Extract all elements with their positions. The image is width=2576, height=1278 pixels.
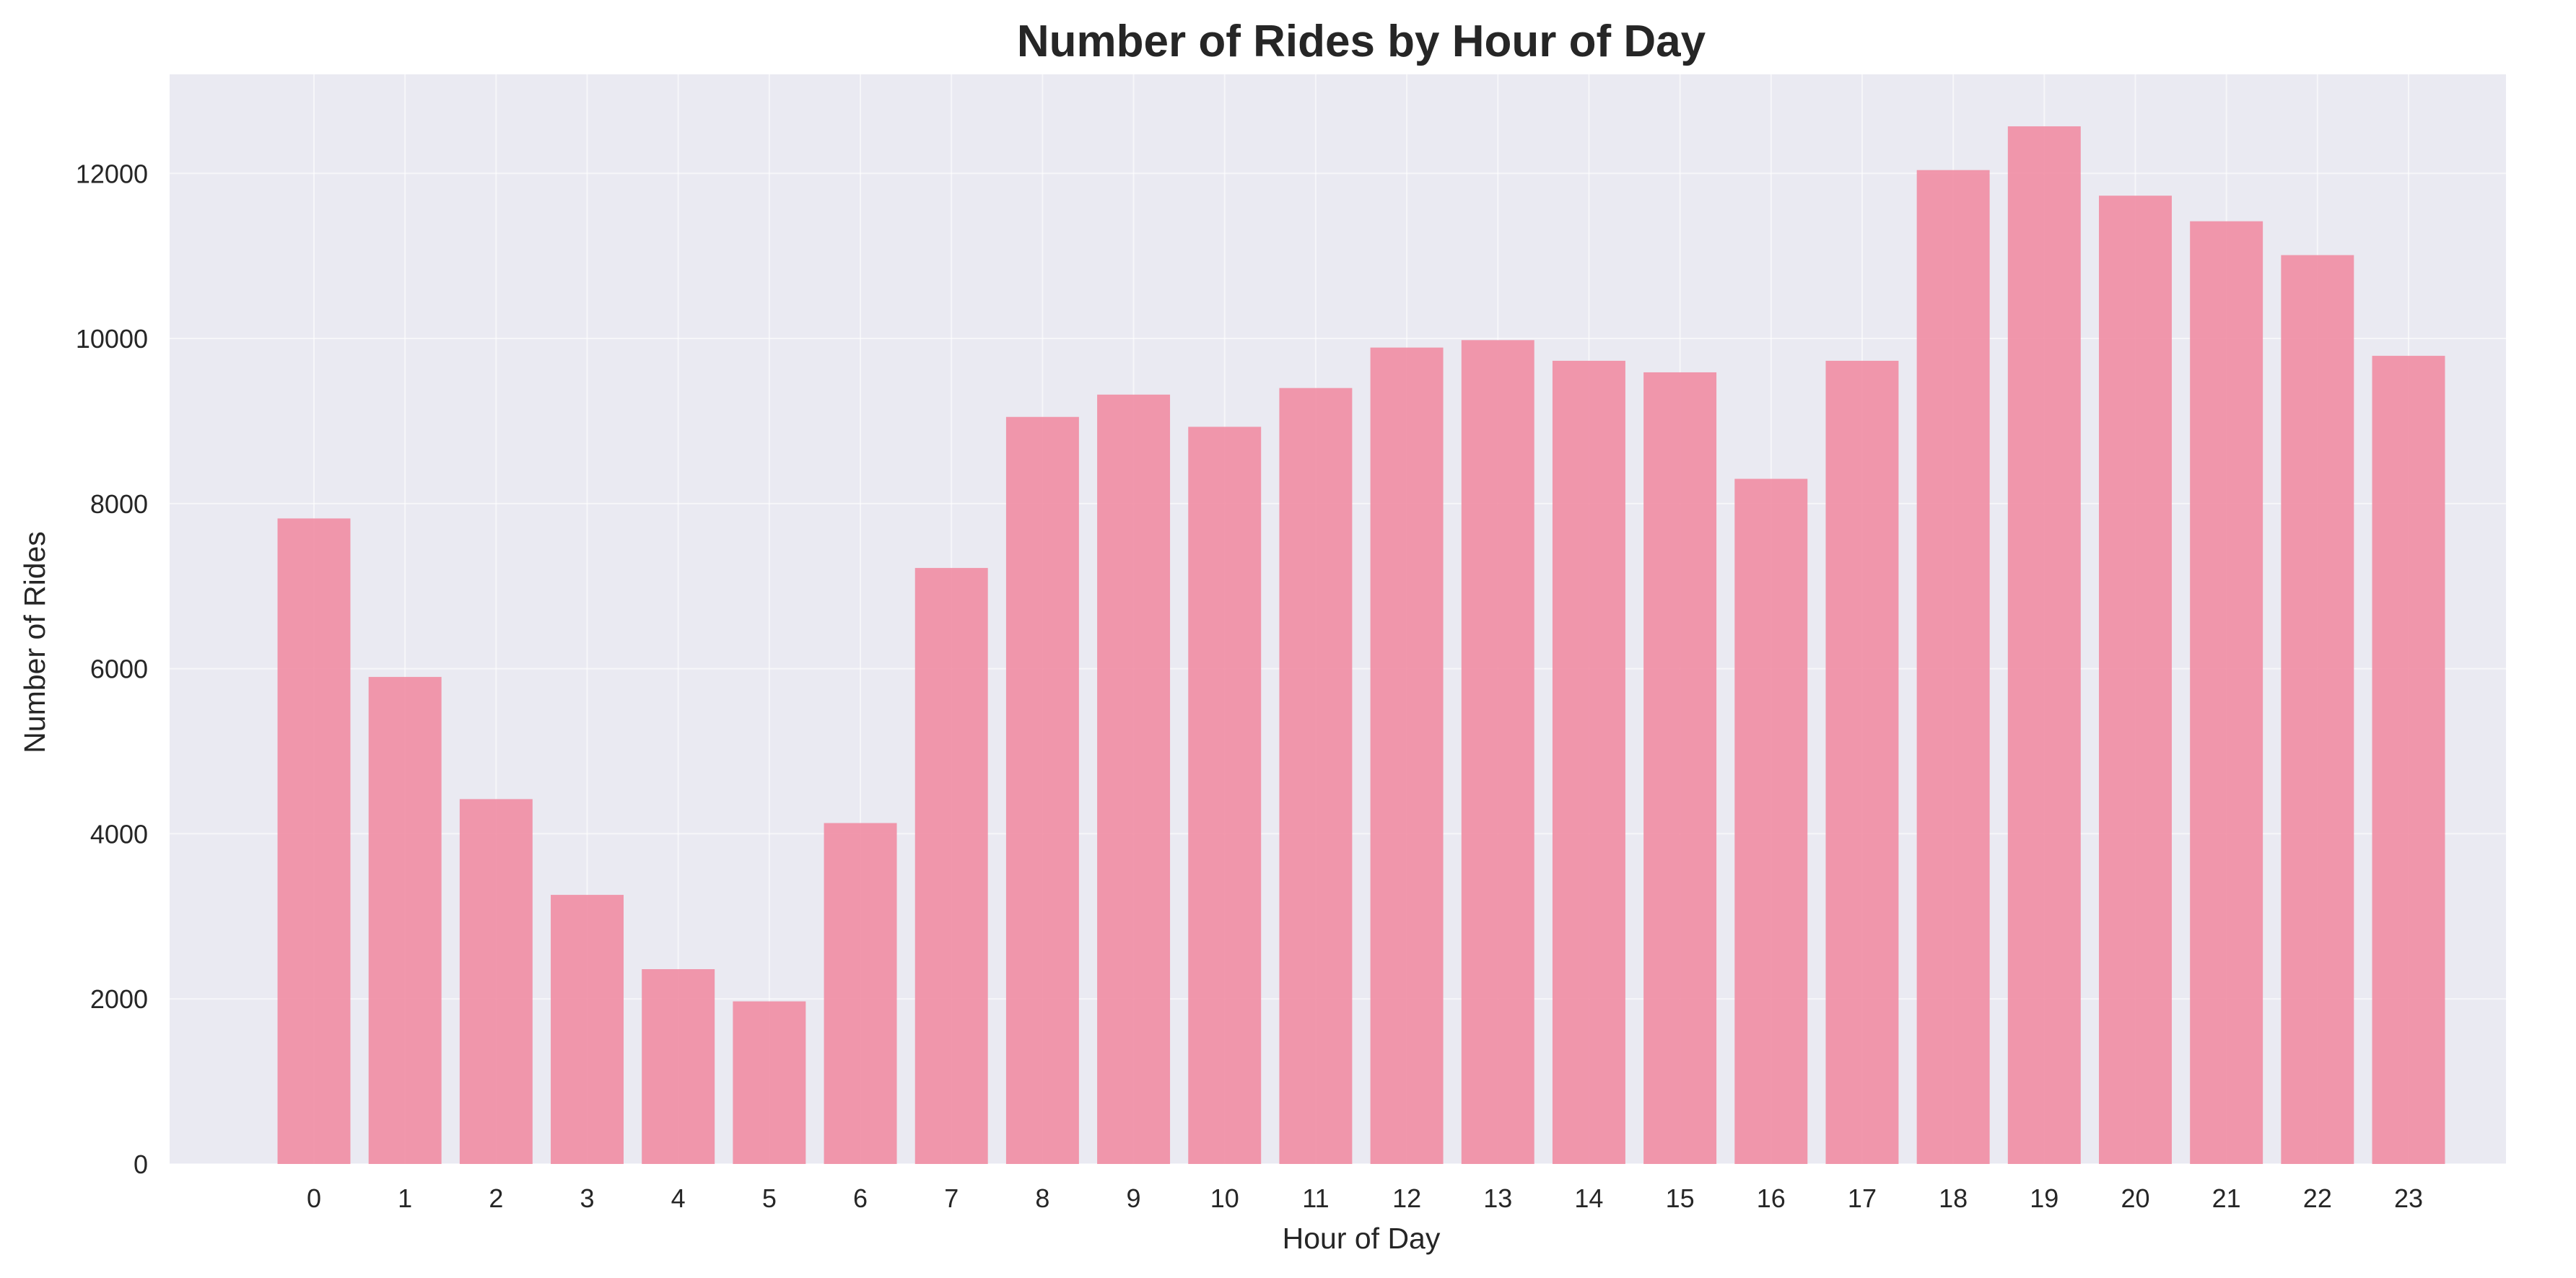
x-tick-label: 11 <box>1302 1183 1329 1213</box>
x-tick-label: 5 <box>762 1183 777 1213</box>
chart-title: Number of Rides by Hour of Day <box>1017 17 1706 66</box>
bar-hour-6 <box>824 823 897 1164</box>
x-tick-label: 4 <box>671 1183 686 1213</box>
bar-hour-18 <box>1916 170 1990 1164</box>
bar-hour-2 <box>459 799 533 1164</box>
bar-hour-16 <box>1734 478 1808 1164</box>
bar-hour-14 <box>1552 360 1625 1164</box>
bar-hour-8 <box>1005 416 1079 1164</box>
x-axis-label: Hour of Day <box>1283 1222 1441 1255</box>
bar-hour-5 <box>733 1001 806 1164</box>
bar-hour-1 <box>368 677 442 1164</box>
bar-hour-3 <box>551 895 624 1164</box>
x-tick-label: 17 <box>1848 1183 1877 1213</box>
y-tick-label: 4000 <box>90 819 148 849</box>
bar-hour-23 <box>2372 356 2445 1164</box>
x-tick-label: 14 <box>1574 1183 1603 1213</box>
x-tick-label: 9 <box>1127 1183 1141 1213</box>
x-tick-label: 13 <box>1483 1183 1512 1213</box>
y-tick-labels: 0 2000 4000 6000 8000 10000 12000 <box>76 159 148 1179</box>
x-tick-label: 8 <box>1035 1183 1049 1213</box>
x-tick-label: 16 <box>1757 1183 1786 1213</box>
y-axis-label: Number of Rides <box>18 531 51 753</box>
x-tick-labels: 0 1 2 3 4 5 6 7 8 9 10 11 12 13 14 15 16 17 18 19 20 21 22 23 <box>307 1183 2423 1213</box>
x-tick-label: 15 <box>1666 1183 1695 1213</box>
x-tick-label: 1 <box>398 1183 412 1213</box>
x-tick-label: 10 <box>1210 1183 1239 1213</box>
x-tick-label: 2 <box>489 1183 503 1213</box>
bar-hour-22 <box>2281 255 2354 1165</box>
bars <box>277 126 2445 1165</box>
bar-hour-10 <box>1188 426 1262 1164</box>
x-tick-label: 3 <box>580 1183 595 1213</box>
y-tick-label: 0 <box>134 1150 148 1179</box>
bar-hour-9 <box>1097 394 1171 1164</box>
bar-hour-4 <box>642 969 715 1164</box>
bar-hour-11 <box>1279 388 1353 1164</box>
x-tick-label: 23 <box>2394 1183 2423 1213</box>
bar-hour-19 <box>2007 126 2081 1165</box>
bar-hour-13 <box>1461 340 1534 1164</box>
bar-hour-21 <box>2190 221 2263 1164</box>
x-tick-label: 21 <box>2212 1183 2241 1213</box>
y-tick-label: 12000 <box>76 159 148 188</box>
x-tick-label: 18 <box>1939 1183 1968 1213</box>
x-tick-label: 7 <box>944 1183 959 1213</box>
x-tick-label: 6 <box>853 1183 868 1213</box>
bar-hour-15 <box>1643 372 1717 1164</box>
y-tick-label: 6000 <box>90 655 148 684</box>
bar-hour-12 <box>1370 347 1444 1165</box>
x-tick-label: 22 <box>2303 1183 2332 1213</box>
x-tick-label: 20 <box>2121 1183 2149 1213</box>
x-tick-label: 12 <box>1392 1183 1421 1213</box>
y-tick-label: 10000 <box>76 324 148 354</box>
bar-hour-0 <box>277 518 351 1164</box>
bar-hour-20 <box>2099 196 2172 1165</box>
bar-hour-17 <box>1825 360 1899 1164</box>
y-tick-label: 2000 <box>90 984 148 1014</box>
x-tick-label: 0 <box>307 1183 321 1213</box>
bar-hour-7 <box>914 568 988 1164</box>
x-tick-label: 19 <box>2030 1183 2058 1213</box>
y-tick-label: 8000 <box>90 489 148 519</box>
